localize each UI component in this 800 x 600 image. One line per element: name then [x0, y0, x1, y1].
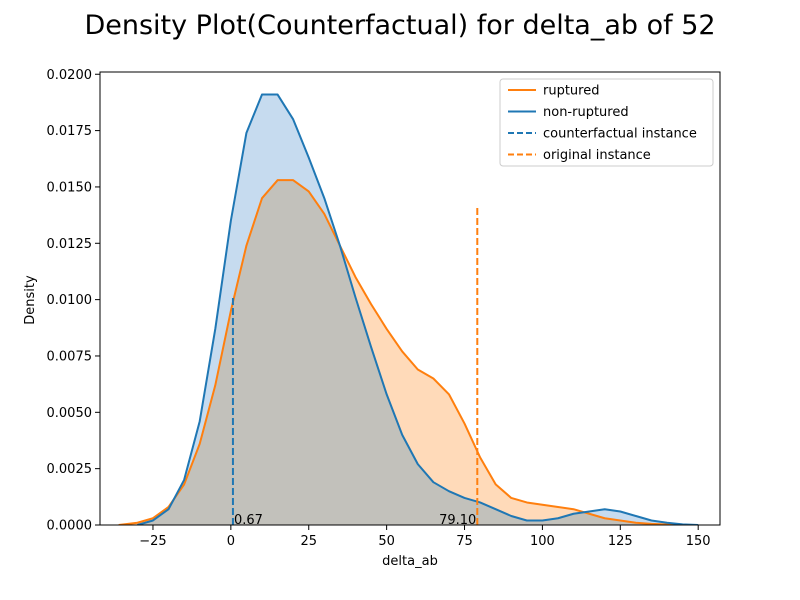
axes: −25 0 25 50 75 100 125 150 0.0000 0.0025 0.0050 0.0…	[47, 68, 721, 549]
legend: ruptured non-ruptured counterfactual insta…	[499, 78, 714, 167]
density-line-non-ruptured	[137, 93, 699, 525]
y-axis-label: Density	[23, 275, 38, 325]
x-tick-label: 25	[300, 534, 317, 549]
density-lines	[118, 93, 699, 525]
x-tick-label: 75	[456, 534, 473, 549]
density-line-ruptured	[118, 179, 683, 525]
x-axis-label: delta_ab	[382, 554, 438, 569]
instance-markers: 0.67 79.10	[231, 207, 479, 528]
legend-label-non-ruptured: non-ruptured	[543, 105, 629, 120]
x-tick-label: 50	[378, 534, 395, 549]
plot-frame	[99, 71, 721, 526]
y-tick-label: 0.0150	[47, 180, 93, 195]
legend-label-original-instance: original instance	[543, 148, 651, 163]
y-tick-label: 0.0000	[47, 519, 93, 534]
y-tick-label: 0.0050	[47, 406, 93, 421]
y-tick-label: 0.0075	[47, 349, 93, 364]
density-areas	[118, 94, 699, 525]
x-tick-label: −25	[139, 534, 166, 549]
original-instance-label: 79.10	[439, 513, 476, 528]
y-tick-label: 0.0175	[47, 124, 93, 139]
counterfactual-instance-label: 0.67	[234, 513, 263, 528]
x-tick-label: 100	[530, 534, 555, 549]
x-tick-label: 0	[227, 534, 235, 549]
y-tick-label: 0.0025	[47, 462, 93, 477]
density-area-overlap	[137, 180, 683, 525]
y-tick-label: 0.0125	[47, 237, 93, 252]
y-tick-label: 0.0100	[47, 293, 93, 308]
legend-box	[499, 78, 714, 167]
chart-title: Density Plot(Counterfactual) for delta_a…	[84, 10, 715, 41]
x-tick-label: 125	[608, 534, 633, 549]
legend-label-ruptured: ruptured	[543, 84, 599, 99]
legend-label-counterfactual-instance: counterfactual instance	[543, 127, 697, 142]
x-tick-label: 150	[686, 534, 711, 549]
y-tick-label: 0.0200	[47, 68, 93, 83]
